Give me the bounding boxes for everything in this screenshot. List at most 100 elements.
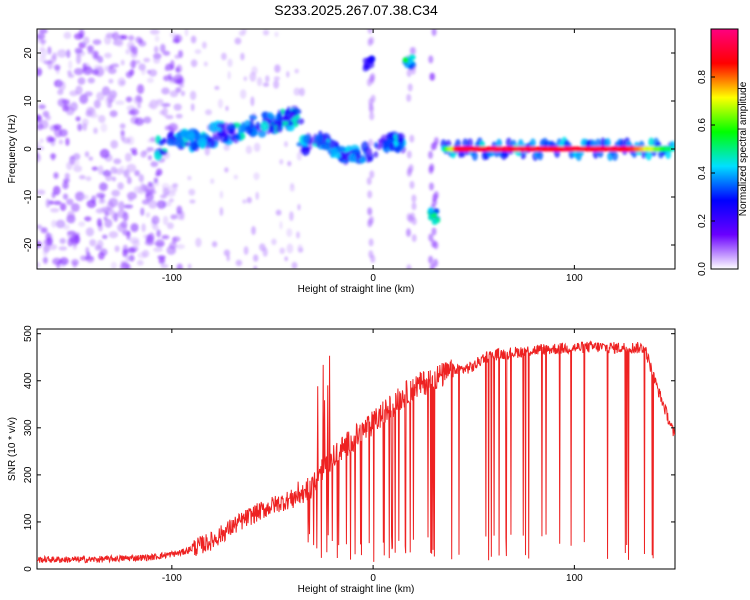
noise-blob: [256, 77, 263, 87]
noise-blob: [85, 246, 90, 255]
noise-blob: [279, 221, 283, 230]
noise-blob: [173, 103, 182, 111]
column-blob: [369, 112, 375, 121]
band-blob: [321, 141, 331, 151]
noise-blob: [54, 128, 63, 138]
noise-blob: [92, 50, 97, 59]
noise-blob: [85, 176, 92, 182]
spectrogram-xtick-label: 0: [370, 273, 376, 284]
noise-blob: [162, 186, 167, 197]
noise-blob: [153, 46, 159, 54]
band-blob: [189, 131, 195, 142]
band-blob: [291, 116, 298, 123]
noise-blob: [262, 82, 270, 87]
noise-blob: [110, 261, 117, 269]
snr-ylabel: SNR (10 * v/v): [7, 417, 18, 481]
noise-blob: [92, 39, 102, 45]
snr-ytick-label: 200: [23, 466, 34, 483]
noise-blob: [147, 102, 155, 109]
noise-blob: [37, 224, 43, 230]
noise-blob: [249, 71, 257, 82]
noise-blob: [167, 200, 172, 207]
noise-blob: [69, 159, 80, 167]
column-blob: [367, 190, 373, 199]
carrier-halo: [471, 150, 478, 161]
noise-blob: [274, 64, 281, 73]
noise-blob: [45, 114, 51, 121]
spectrogram-marks: [37, 29, 675, 269]
noise-blob: [116, 38, 124, 48]
noise-blob: [190, 35, 197, 44]
carrier-halo: [529, 138, 536, 149]
noise-blob: [147, 155, 152, 161]
noise-blob: [126, 41, 135, 50]
noise-blob: [132, 240, 140, 248]
spectrogram-xtick-label: -100: [162, 273, 182, 284]
noise-blob: [286, 228, 293, 238]
noise-blob: [164, 66, 170, 72]
noise-blob: [53, 200, 62, 205]
noise-blob: [135, 94, 142, 103]
noise-blob: [98, 115, 106, 123]
noise-blob: [115, 100, 125, 105]
noise-blob: [140, 207, 145, 216]
noise-blob: [203, 61, 208, 67]
spectrogram-ytick-label: -10: [23, 189, 34, 204]
noise-blob: [250, 96, 255, 107]
noise-blob: [240, 89, 247, 99]
column-blob: [369, 36, 375, 45]
band-blob: [373, 151, 379, 158]
noise-blob: [118, 201, 125, 211]
band-blob: [249, 117, 254, 129]
snr-ytick-label: 500: [23, 325, 34, 342]
noise-blob: [128, 254, 135, 262]
band-blob: [179, 129, 188, 138]
snr-xtick-label: 0: [370, 573, 376, 584]
noise-blob: [279, 247, 286, 254]
band-blob: [396, 132, 405, 142]
noise-blob: [108, 231, 119, 239]
noise-blob: [37, 141, 41, 147]
column-blob: [433, 137, 439, 146]
noise-blob: [93, 127, 98, 134]
noise-blob: [145, 184, 156, 194]
noise-blob: [79, 94, 89, 104]
noise-blob: [37, 33, 46, 40]
noise-blob: [296, 151, 302, 161]
noise-blob: [265, 75, 270, 83]
noise-blob: [87, 77, 96, 84]
column-blob: [407, 83, 413, 92]
band-blob: [348, 153, 357, 163]
noise-blob: [37, 189, 46, 195]
noise-blob: [221, 52, 227, 61]
noise-blob: [159, 194, 168, 199]
noise-blob: [85, 227, 95, 237]
noise-blob: [129, 60, 137, 68]
noise-blob: [68, 60, 73, 70]
colorbar-gradient: [710, 28, 739, 270]
column-blob: [408, 164, 414, 173]
band-blob: [267, 112, 274, 120]
band-blob: [364, 155, 372, 163]
noise-blob: [59, 203, 67, 211]
noise-blob: [293, 87, 301, 96]
noise-blob: [74, 47, 83, 54]
noise-blob: [82, 63, 87, 71]
band-blob: [175, 137, 185, 149]
noise-blob: [99, 182, 108, 191]
noise-blob: [273, 76, 281, 81]
noise-blob: [84, 91, 93, 97]
noise-blob: [262, 29, 270, 36]
spot-upper-2: [407, 64, 414, 70]
noise-blob: [52, 257, 62, 265]
noise-blob: [297, 204, 301, 211]
noise-blob: [151, 215, 160, 225]
column-blob: [367, 207, 373, 216]
noise-blob: [149, 29, 160, 35]
noise-blob: [128, 195, 134, 202]
noise-blob: [143, 57, 151, 63]
band-blob: [375, 143, 383, 150]
noise-blob: [108, 78, 114, 84]
noise-blob: [286, 243, 294, 254]
